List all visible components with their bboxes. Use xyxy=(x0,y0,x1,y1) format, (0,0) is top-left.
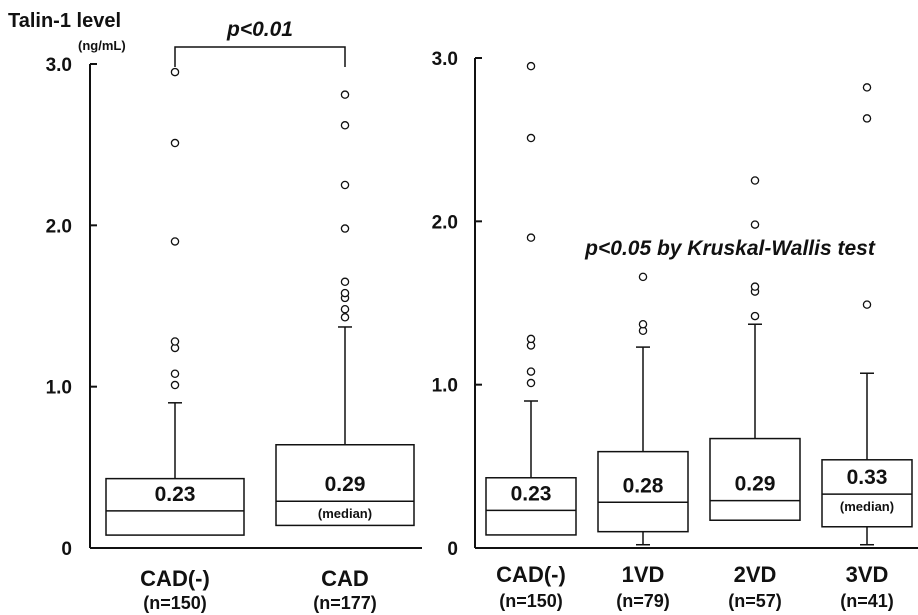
box-group: 0.33 (median) xyxy=(821,83,913,546)
outlier-point xyxy=(340,277,350,287)
panel-vessel-disease: 0 1.0 2.0 3.0 0.23 CAD(-) (n=150) 0.28 1VD (n=79)… xyxy=(432,49,918,611)
outlier-point xyxy=(638,272,648,282)
outlier-point xyxy=(170,380,180,390)
outlier-point xyxy=(170,369,180,379)
outlier-point xyxy=(526,334,536,344)
outlier-point xyxy=(750,220,760,229)
median-value-label: 0.29 xyxy=(325,473,366,496)
significance-bracket xyxy=(174,46,346,67)
y-tick-label: 1.0 xyxy=(46,378,72,399)
category-n-label: (n=150) xyxy=(499,591,563,611)
outlier-point xyxy=(340,288,350,298)
y-axis-title: Talin-1 level xyxy=(8,10,121,32)
outlier-point xyxy=(170,337,180,346)
median-note-label: (median) xyxy=(318,506,372,521)
category-n-label: (n=57) xyxy=(728,591,782,611)
outlier-point xyxy=(340,180,350,190)
outlier-point xyxy=(340,90,350,99)
median-note-label: (median) xyxy=(840,499,894,514)
outlier-point xyxy=(340,224,350,233)
median-value-label: 0.23 xyxy=(155,483,196,506)
outlier-point xyxy=(526,133,536,143)
box-group: 0.23 xyxy=(105,67,245,536)
category-label: 1VD xyxy=(622,562,665,587)
box-group: 0.23 xyxy=(485,61,577,536)
outlier-point xyxy=(750,282,760,291)
outlier-point xyxy=(526,378,536,388)
y-tick-label: 3.0 xyxy=(46,55,72,76)
category-label: 2VD xyxy=(734,562,777,587)
y-tick-label: 2.0 xyxy=(432,212,458,233)
box-group: 0.29 (median) xyxy=(275,90,415,527)
outlier-point xyxy=(526,233,536,242)
category-label: CAD xyxy=(321,566,369,591)
outlier-point xyxy=(170,237,180,246)
category-n-label: (n=150) xyxy=(143,593,207,613)
iqr-box xyxy=(485,477,577,536)
median-value-label: 0.28 xyxy=(623,474,664,497)
outlier-point xyxy=(170,138,180,148)
outlier-point xyxy=(862,114,872,123)
median-value-label: 0.33 xyxy=(847,466,888,489)
median-value-label: 0.23 xyxy=(511,482,552,505)
y-axis-unit: (ng/mL) xyxy=(78,38,126,53)
iqr-box xyxy=(105,477,245,536)
category-label: CAD(-) xyxy=(140,566,210,591)
outlier-point xyxy=(526,61,536,71)
median-value-label: 0.29 xyxy=(735,473,776,496)
significance-annotation: p<0.05 by Kruskal-Wallis test xyxy=(584,237,876,260)
category-label: CAD(-) xyxy=(496,562,566,587)
outlier-point xyxy=(170,67,180,77)
outlier-point xyxy=(862,300,872,309)
panel-cad-vs-control: 0 1.0 2.0 3.0 0.23 CAD(-)(n=150) 0.29 (median) C… xyxy=(46,18,422,613)
y-tick-label: 3.0 xyxy=(432,49,458,70)
y-tick-label: 0 xyxy=(447,539,458,560)
y-tick-label: 1.0 xyxy=(432,376,458,397)
outlier-point xyxy=(750,311,760,321)
iqr-box xyxy=(709,437,801,521)
y-tick-label: 0 xyxy=(61,539,72,560)
y-tick-label: 2.0 xyxy=(46,216,72,237)
outlier-point xyxy=(638,319,648,329)
outlier-point xyxy=(340,304,350,314)
iqr-box xyxy=(597,450,689,533)
category-n-label: (n=177) xyxy=(313,593,377,613)
category-n-label: (n=41) xyxy=(840,591,894,611)
iqr-box xyxy=(821,459,913,528)
significance-annotation: p<0.01 xyxy=(226,18,293,41)
outlier-point xyxy=(340,121,350,130)
category-label: 3VD xyxy=(846,562,889,587)
outlier-point xyxy=(340,313,350,322)
iqr-box xyxy=(275,443,415,527)
category-n-label: (n=79) xyxy=(616,591,670,611)
outlier-point xyxy=(750,176,760,185)
box-group: 0.29 xyxy=(709,176,801,521)
outlier-point xyxy=(526,367,536,376)
box-group: 0.28 xyxy=(597,272,689,546)
outlier-point xyxy=(862,83,872,92)
